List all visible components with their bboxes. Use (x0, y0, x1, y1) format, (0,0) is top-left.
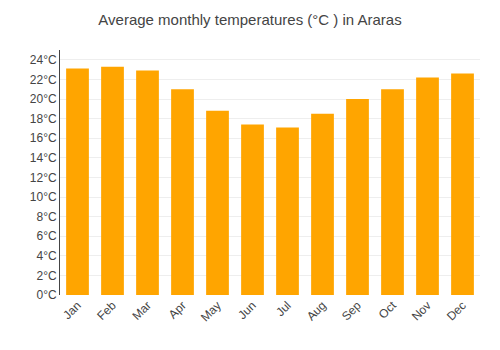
svg-text:20°C: 20°C (30, 92, 57, 106)
svg-text:10°C: 10°C (30, 190, 57, 204)
svg-text:12°C: 12°C (30, 171, 57, 185)
svg-text:Apr: Apr (166, 298, 189, 321)
svg-text:4°C: 4°C (36, 249, 56, 263)
svg-text:Sep: Sep (339, 298, 364, 323)
svg-text:Dec: Dec (444, 298, 469, 323)
svg-text:May: May (198, 298, 224, 324)
svg-text:24°C: 24°C (30, 53, 57, 67)
svg-text:16°C: 16°C (30, 131, 57, 145)
svg-text:14°C: 14°C (30, 151, 57, 165)
svg-text:Jan: Jan (60, 298, 84, 322)
svg-text:18°C: 18°C (30, 112, 57, 126)
svg-text:0°C: 0°C (36, 288, 56, 302)
svg-text:Jun: Jun (235, 298, 259, 322)
svg-text:22°C: 22°C (30, 73, 57, 87)
svg-text:Oct: Oct (376, 298, 400, 322)
svg-text:Average monthly temperatures (: Average monthly temperatures (°C ) in Ar… (98, 11, 401, 28)
svg-text:Mar: Mar (129, 298, 154, 323)
svg-text:2°C: 2°C (36, 269, 56, 283)
svg-text:8°C: 8°C (36, 210, 56, 224)
svg-text:Feb: Feb (94, 298, 119, 323)
svg-text:6°C: 6°C (36, 229, 56, 243)
svg-text:Nov: Nov (409, 298, 434, 323)
svg-text:Aug: Aug (304, 298, 329, 323)
svg-text:Jul: Jul (273, 298, 294, 319)
